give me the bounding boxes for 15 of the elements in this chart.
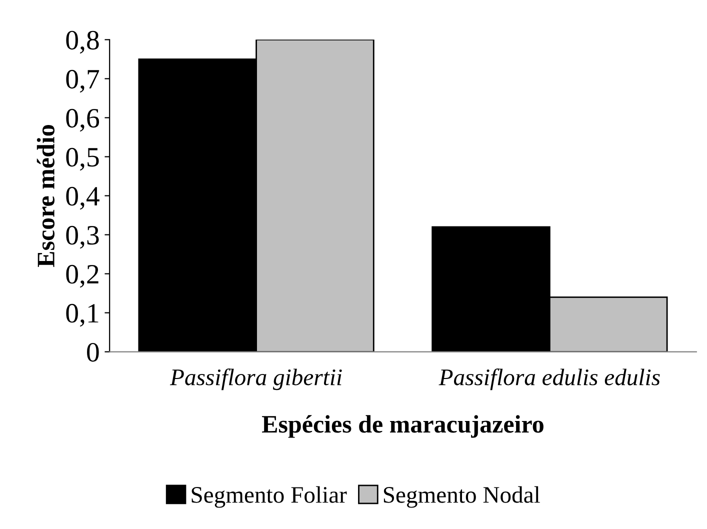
y-tick-label: 0,8 — [66, 30, 99, 54]
y-tick-label: 0,5 — [66, 148, 99, 171]
x-axis-title: Espécies de maracujazeiro — [262, 415, 544, 438]
y-tick-label: 0,3 — [66, 226, 99, 249]
x-tick-label: Passiflora gibertii — [170, 368, 342, 390]
y-tick-label: 0,7 — [66, 70, 100, 93]
legend-label: Segmento Foliar — [192, 486, 347, 508]
x-tick-label: Passiflora edulis edulis — [438, 368, 660, 390]
y-tick-label: 0,2 — [66, 264, 98, 288]
y-tick-label: 0,6 — [66, 108, 100, 132]
y-tick-label: 0 — [87, 342, 99, 362]
y-tick-label: 0,1 — [66, 304, 98, 327]
legend-label: Segmento Nodal — [384, 486, 540, 508]
y-tick-label: 0,4 — [66, 186, 100, 210]
y-axis-title: Escore médio — [36, 125, 55, 267]
